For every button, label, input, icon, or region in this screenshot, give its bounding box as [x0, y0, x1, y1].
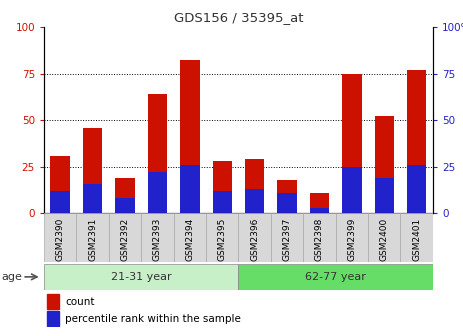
Text: GSM2401: GSM2401 [412, 217, 421, 260]
Text: GSM2395: GSM2395 [218, 217, 227, 261]
Bar [213, 161, 232, 213]
FancyBboxPatch shape [400, 213, 433, 262]
Bar [245, 189, 264, 213]
Text: GSM2400: GSM2400 [380, 217, 389, 260]
Text: GSM2399: GSM2399 [347, 217, 357, 261]
FancyBboxPatch shape [109, 213, 141, 262]
FancyBboxPatch shape [336, 213, 368, 262]
FancyBboxPatch shape [141, 213, 174, 262]
FancyBboxPatch shape [271, 213, 303, 262]
Bar [83, 183, 102, 213]
Bar [310, 193, 329, 213]
Bar [407, 70, 426, 213]
FancyBboxPatch shape [44, 213, 76, 262]
FancyBboxPatch shape [238, 264, 433, 290]
FancyBboxPatch shape [76, 213, 109, 262]
FancyBboxPatch shape [238, 213, 271, 262]
FancyBboxPatch shape [206, 213, 238, 262]
Bar [50, 156, 70, 213]
FancyBboxPatch shape [44, 264, 238, 290]
Bar [310, 208, 329, 213]
Bar [83, 128, 102, 213]
Text: GSM2398: GSM2398 [315, 217, 324, 261]
Text: GSM2394: GSM2394 [185, 217, 194, 260]
Text: GSM2397: GSM2397 [282, 217, 292, 261]
Bar [375, 116, 394, 213]
Bar [47, 294, 58, 309]
Text: count: count [65, 297, 94, 307]
Bar [342, 74, 362, 213]
Bar [277, 180, 297, 213]
Bar [115, 178, 135, 213]
Bar [213, 191, 232, 213]
Bar [180, 165, 200, 213]
Bar [342, 167, 362, 213]
FancyBboxPatch shape [174, 213, 206, 262]
FancyBboxPatch shape [368, 213, 400, 262]
Bar [375, 178, 394, 213]
Text: age: age [1, 272, 22, 282]
Text: GSM2392: GSM2392 [120, 217, 130, 260]
Title: GDS156 / 35395_at: GDS156 / 35395_at [174, 11, 303, 24]
FancyBboxPatch shape [303, 213, 336, 262]
Bar [47, 311, 58, 326]
Bar [148, 94, 167, 213]
Bar [277, 193, 297, 213]
Text: GSM2393: GSM2393 [153, 217, 162, 261]
Bar [180, 60, 200, 213]
Text: 21-31 year: 21-31 year [111, 272, 171, 282]
Bar [50, 191, 70, 213]
Text: GSM2390: GSM2390 [56, 217, 65, 261]
Bar [245, 159, 264, 213]
Bar [407, 165, 426, 213]
Bar [115, 199, 135, 213]
Text: 62-77 year: 62-77 year [305, 272, 366, 282]
Bar [148, 172, 167, 213]
Text: GSM2391: GSM2391 [88, 217, 97, 261]
Text: percentile rank within the sample: percentile rank within the sample [65, 314, 241, 324]
Text: GSM2396: GSM2396 [250, 217, 259, 261]
